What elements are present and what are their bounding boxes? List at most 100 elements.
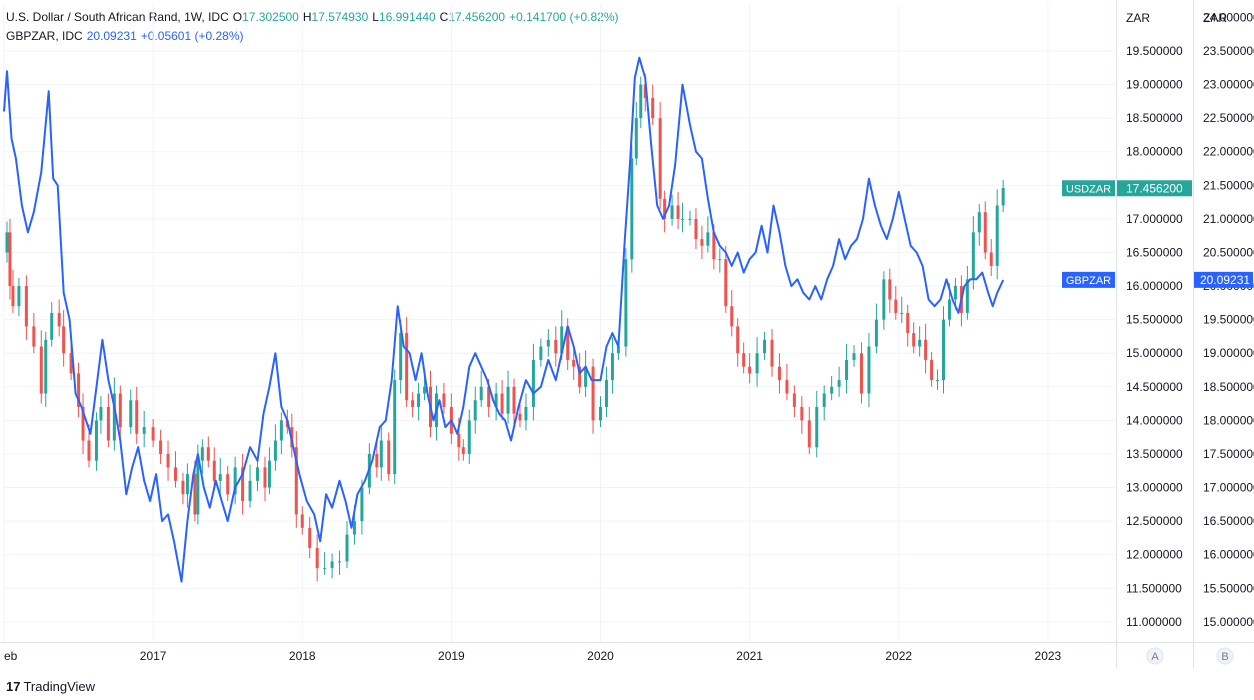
candle-body	[830, 386, 834, 394]
candle-body	[924, 339, 928, 360]
candle-body	[983, 212, 987, 253]
candle-body	[560, 326, 564, 354]
axis-a-tick-label: 19.500000	[1126, 44, 1183, 58]
candle-body	[112, 393, 116, 441]
candle-body	[241, 467, 245, 501]
axis-a-tick-label: 18.000000	[1126, 145, 1183, 159]
axis-a-tick-label: 12.500000	[1126, 514, 1183, 528]
candle-body	[135, 400, 139, 434]
legend-close-label: C	[439, 10, 449, 24]
candle-body	[106, 406, 110, 441]
legend-gbpzar-last: 20.09231	[86, 29, 137, 43]
candle-body	[393, 380, 397, 475]
candle-body	[942, 319, 946, 381]
candle-body	[906, 312, 910, 334]
candle-body	[200, 447, 204, 461]
candle-body	[971, 232, 975, 280]
candle-body	[953, 286, 957, 300]
candle-body	[487, 386, 491, 407]
candle-body	[87, 440, 91, 461]
candle-body	[17, 286, 21, 307]
axis-a-tick-label: 16.000000	[1126, 279, 1183, 293]
gbpzar-last-value-text: 20.09231	[1200, 273, 1250, 287]
candle-body	[518, 413, 522, 421]
candle-body	[566, 326, 570, 360]
axis-a-tick-label: 18.500000	[1126, 111, 1183, 125]
scale-b-button	[1216, 647, 1234, 665]
candle-body	[500, 393, 504, 414]
candle-body	[212, 460, 216, 481]
candle-body	[977, 212, 981, 233]
candle-body	[663, 198, 667, 219]
candle-body	[894, 299, 898, 313]
x-tick-label: 2021	[736, 649, 763, 663]
candle-body	[867, 346, 871, 394]
axis-a-unit: ZAR	[1126, 11, 1150, 25]
axis-b-tick-label: 18.000000	[1203, 413, 1254, 427]
candle-body	[694, 218, 698, 240]
candle-body	[32, 326, 36, 347]
candle-body	[546, 339, 550, 347]
candle-body	[399, 333, 403, 381]
axis-a-tick-label: 11.500000	[1126, 581, 1182, 595]
candle-body	[531, 359, 535, 407]
gbpzar-series-tag-text: GBPZAR	[1066, 275, 1111, 287]
tradingview-logo[interactable]: 17 TradingView	[6, 679, 95, 694]
axis-b-unit: ZAR	[1203, 11, 1227, 25]
candle-body	[279, 420, 283, 441]
axis-b-tick-label: 16.500000	[1203, 514, 1254, 528]
candle-body	[1001, 188, 1005, 206]
candle-body	[800, 406, 804, 421]
scale-a-button	[1146, 647, 1164, 665]
usdzar-last-value-badge	[1117, 180, 1192, 197]
candle-body	[5, 232, 9, 253]
candle-body	[442, 393, 446, 407]
x-tick-label: 2017	[140, 649, 167, 663]
candle-body	[308, 527, 312, 548]
candle-body	[859, 353, 863, 394]
candle-body	[888, 279, 892, 300]
legend-gbpzar-change: +0.05601 (+0.28%)	[140, 29, 244, 43]
axis-a-tick-label: 14.000000	[1126, 413, 1183, 427]
legend-close-value: 17.456200	[448, 10, 506, 24]
axis-a-tick-label: 14.500000	[1126, 380, 1183, 394]
candle-body	[777, 366, 781, 381]
candle-body	[185, 474, 189, 495]
axis-b-tick-label: 23.500000	[1203, 44, 1254, 58]
candle-body	[882, 279, 886, 320]
candle-body	[712, 232, 716, 260]
gbpzar-last-value-badge	[1194, 271, 1253, 288]
axis-b-tick-label: 22.500000	[1203, 111, 1254, 125]
candle-body	[624, 259, 628, 347]
candle-body	[411, 400, 415, 407]
usdzar-last-value-text: 17.456200	[1126, 181, 1183, 195]
axis-a-tick-label: 16.500000	[1126, 245, 1183, 259]
legend-row-gbpzar: GBPZAR, IDC 20.09231 +0.05601 (+0.28%)	[6, 29, 248, 43]
candle-body	[792, 393, 796, 407]
candle-body	[461, 447, 465, 454]
candle-body	[218, 474, 222, 481]
candle-body	[681, 218, 685, 220]
candle-body	[142, 427, 146, 434]
candle-body	[822, 393, 826, 407]
candle-body	[965, 279, 969, 313]
candle-body	[11, 286, 15, 307]
candle-body	[989, 252, 993, 266]
candle-body	[473, 400, 477, 421]
legend-open-value: 17.302500	[242, 10, 299, 24]
legend-change-value: +0.141700 (+0.82%)	[509, 10, 619, 24]
candle-body	[99, 406, 103, 421]
candle-body	[748, 366, 752, 374]
tradingview-logo-text: TradingView	[23, 679, 96, 694]
candle-body	[417, 393, 421, 407]
gbpzar-line	[3, 56, 1005, 583]
candle-body	[267, 460, 271, 488]
candle-body	[193, 474, 197, 515]
candle-body	[837, 380, 841, 387]
usdzar-series-tag-text: USDZAR	[1066, 183, 1111, 195]
candle-body	[50, 312, 54, 340]
axis-a-tick-label: 13.000000	[1126, 481, 1183, 495]
candle-body	[248, 480, 252, 501]
candle-body	[524, 406, 528, 421]
